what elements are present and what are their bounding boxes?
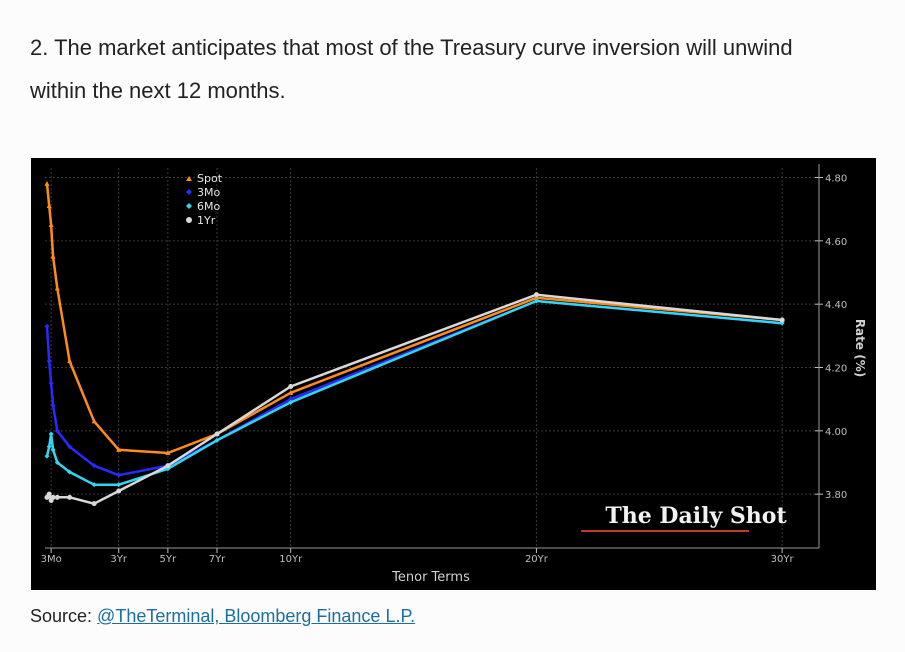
y-tick-label: 4.00 <box>825 427 847 438</box>
data-point <box>779 317 785 323</box>
legend-label: Spot <box>197 172 223 185</box>
legend-label: 3Mo <box>197 186 220 199</box>
y-tick-label: 4.20 <box>825 364 847 375</box>
x-axis-title: Tenor Terms <box>391 570 470 585</box>
data-point <box>116 472 122 478</box>
yield-curve-chart: 3.80 4.00 4.20 4.40 4.60 4.80 3Mo 3Yr 5Yr 7Yr 10Yr… <box>31 158 876 590</box>
legend-marker <box>186 217 192 223</box>
x-tick-label: 20Yr <box>525 554 549 565</box>
source-prefix: Source: <box>30 606 98 626</box>
data-point <box>48 222 54 227</box>
data-point <box>54 428 60 434</box>
data-point <box>288 384 294 389</box>
legend-label: 1Yr <box>197 214 216 227</box>
data-point <box>44 323 50 329</box>
y-tick-label: 4.80 <box>825 174 847 185</box>
heading-line-1: 2. The market anticipates that most of t… <box>30 35 793 60</box>
series-line-1yr <box>45 293 783 505</box>
source-link[interactable]: @TheTerminal, Bloomberg Finance L.P. <box>97 606 416 626</box>
x-tick-label: 3Yr <box>110 554 127 565</box>
legend-label: 6Mo <box>197 200 220 213</box>
data-point <box>50 494 56 500</box>
data-point <box>116 482 122 488</box>
chart-canvas: 3.80 4.00 4.20 4.40 4.60 4.80 3Mo 3Yr 5Yr 7Yr 10Yr… <box>41 164 867 585</box>
x-tick-label: 5Yr <box>160 554 177 565</box>
data-point <box>91 501 97 507</box>
data-point <box>533 294 539 300</box>
data-point <box>50 447 56 453</box>
series-line-spot <box>45 183 783 455</box>
data-point <box>91 463 97 469</box>
grid-layer <box>45 168 819 548</box>
data-point <box>54 494 60 500</box>
legend-marker <box>186 176 192 181</box>
data-point <box>91 418 97 424</box>
data-point <box>116 488 122 494</box>
heading-line-2: within the next 12 months. <box>30 78 286 103</box>
data-point <box>48 431 54 437</box>
x-tick-label: 10Yr <box>279 554 303 565</box>
data-point <box>67 494 73 500</box>
y-tick-label: 4.40 <box>825 300 847 311</box>
data-point <box>288 399 294 405</box>
data-point <box>288 389 294 395</box>
data-point <box>214 431 220 437</box>
data-point <box>165 450 171 455</box>
data-point <box>67 358 73 364</box>
data-point <box>44 180 50 186</box>
data-point <box>91 482 97 488</box>
data-point <box>533 292 539 298</box>
data-point <box>46 444 52 450</box>
data-point <box>288 396 294 402</box>
data-point <box>44 453 50 459</box>
axis-layer: 3.80 4.00 4.20 4.40 4.60 4.80 3Mo 3Yr 5Yr 7Yr 10Yr… <box>41 164 847 565</box>
y-tick-label: 4.60 <box>825 237 847 248</box>
series-line-6mo <box>45 299 783 486</box>
x-tick-label: 30Yr <box>771 554 795 565</box>
series-line-3mo <box>45 299 783 477</box>
data-point <box>214 437 220 443</box>
data-point <box>67 444 73 450</box>
data-point <box>67 469 73 475</box>
data-point <box>46 358 52 364</box>
legend-marker <box>186 189 192 195</box>
data-point <box>54 460 60 465</box>
x-tick-label: 7Yr <box>209 554 226 565</box>
data-point <box>48 380 54 386</box>
watermark-underline <box>581 530 749 532</box>
y-tick-label: 3.80 <box>825 490 847 501</box>
y-axis-title: Rate (%) <box>853 319 867 377</box>
data-point <box>54 285 60 291</box>
data-point <box>165 463 171 469</box>
data-point <box>50 253 56 259</box>
data-point <box>50 403 56 408</box>
legend-marker <box>186 203 192 209</box>
data-point <box>46 203 52 208</box>
data-point <box>46 491 52 497</box>
data-point <box>116 446 122 452</box>
data-point <box>533 298 539 304</box>
x-tick-label: 3Mo <box>41 554 62 565</box>
watermark-text: The Daily Shot <box>605 503 787 529</box>
source-line: Source: @TheTerminal, Bloomberg Finance … <box>30 606 415 627</box>
series-layer <box>44 180 785 507</box>
article-heading: 2. The market anticipates that most of t… <box>30 26 890 112</box>
